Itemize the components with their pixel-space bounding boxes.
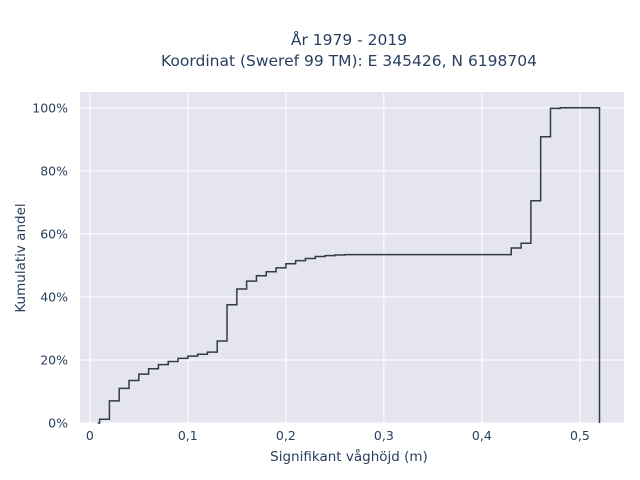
y-tick-label: 40%: [40, 289, 68, 304]
x-tick-label: 0,1: [178, 428, 198, 443]
x-tick-label: 0,4: [472, 428, 492, 443]
chart-title-line-2: Koordinat (Sweref 99 TM): E 345426, N 61…: [161, 52, 537, 70]
cumulative-step-line: [97, 107, 601, 424]
y-tick-label: 80%: [40, 163, 68, 178]
y-axis-title: Kumulativ andel: [13, 203, 29, 312]
y-axis-ticks: 0% 20% 40% 60% 80% 100%: [32, 100, 68, 430]
x-tick-label: 0,5: [570, 428, 590, 443]
x-tick-label: 0: [86, 428, 94, 443]
y-tick-label: 60%: [40, 226, 68, 241]
plot-area: [80, 92, 624, 423]
grid-lines: [80, 92, 624, 424]
y-tick-label: 0%: [48, 416, 68, 431]
x-axis-title: Signifikant våghöjd (m): [270, 448, 428, 465]
x-tick-label: 0,3: [374, 428, 394, 443]
y-tick-label: 20%: [40, 352, 68, 367]
y-tick-label: 100%: [32, 100, 68, 115]
chart-title-line-1: År 1979 - 2019: [291, 30, 407, 49]
x-tick-label: 0,2: [276, 428, 296, 443]
x-axis-ticks: 0 0,1 0,2 0,3 0,4 0,5: [86, 428, 590, 443]
